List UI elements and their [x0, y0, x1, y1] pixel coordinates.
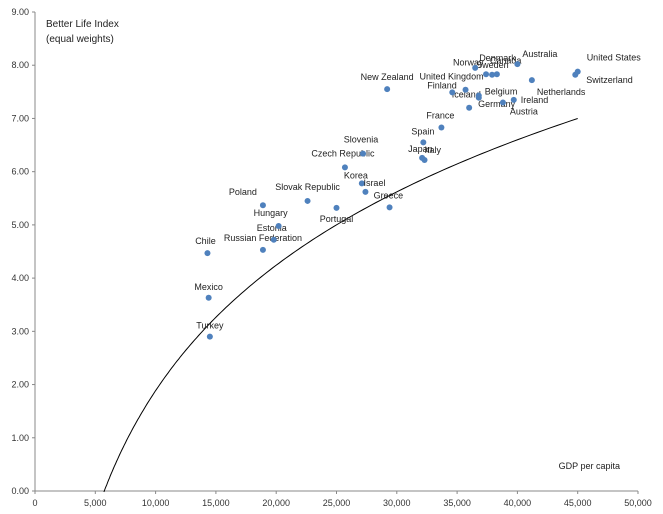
data-point — [386, 204, 393, 211]
trendline — [103, 118, 578, 493]
chart-subtitle: (equal weights) — [46, 34, 114, 45]
data-point — [421, 156, 428, 163]
point-label: Ireland — [521, 95, 549, 105]
point-label: Turkey — [196, 321, 224, 331]
point-label: Israel — [363, 178, 385, 188]
point-label: Netherlands — [537, 87, 586, 97]
point-label: Greece — [374, 190, 404, 200]
point-label: Russian Federation — [224, 233, 302, 243]
data-point — [438, 124, 445, 131]
x-tick-label: 10,000 — [142, 498, 170, 508]
point-label: Germany — [478, 99, 516, 109]
data-point — [472, 64, 479, 71]
data-point — [304, 197, 311, 204]
data-point — [270, 236, 277, 243]
point-label: New Zealand — [361, 72, 414, 82]
point-label: Hungary — [254, 208, 289, 218]
data-point — [360, 150, 367, 157]
data-point — [466, 104, 473, 111]
data-point — [449, 89, 456, 96]
point-label: Norway — [453, 57, 484, 67]
point-label: Sweden — [476, 60, 509, 70]
point-label: Estonia — [257, 223, 287, 233]
data-point — [275, 222, 282, 229]
point-label: Austria — [510, 106, 538, 116]
x-tick-label: 40,000 — [504, 498, 532, 508]
point-label: Belgium — [485, 87, 518, 97]
data-point — [384, 86, 391, 93]
data-point — [362, 188, 369, 195]
point-label: Slovak Republic — [275, 182, 340, 192]
point-label: Iceland — [452, 90, 481, 100]
x-tick-label: 20,000 — [262, 498, 290, 508]
y-tick-label: 8.00 — [11, 60, 29, 70]
data-point — [528, 77, 535, 84]
y-tick-label: 2.00 — [11, 380, 29, 390]
data-point — [206, 333, 213, 340]
y-tick-label: 3.00 — [11, 326, 29, 336]
y-tick-label: 4.00 — [11, 273, 29, 283]
point-label: Portugal — [320, 214, 354, 224]
data-point — [475, 92, 482, 99]
y-tick-label: 9.00 — [11, 7, 29, 17]
axes: 0.00 1.00 2.00 3.00 4.00 5.00 6.00 7.00 8.00 9.00… — [11, 7, 651, 508]
x-tick-label: 45,000 — [564, 498, 592, 508]
data-point — [420, 139, 427, 146]
data-point — [204, 250, 211, 257]
point-label: Canada — [490, 55, 522, 65]
point-label: Finland — [427, 80, 457, 90]
data-point — [493, 71, 500, 78]
x-tick-label: 25,000 — [323, 498, 351, 508]
data-point — [358, 180, 365, 187]
data-point — [205, 294, 212, 301]
point-label: Denmark — [479, 53, 516, 63]
point-label: United Kingdom — [420, 72, 484, 82]
y-tick-label: 6.00 — [11, 167, 29, 177]
point-label: United States — [587, 53, 642, 63]
point-label: Australia — [522, 49, 557, 59]
point-label: Czech Republic — [311, 148, 375, 158]
data-point — [483, 71, 490, 78]
point-label: Japan — [408, 144, 433, 154]
point-label: Spain — [411, 126, 434, 136]
data-point — [572, 71, 579, 78]
y-tick-label: 7.00 — [11, 113, 29, 123]
point-label: Switzerland — [586, 75, 633, 85]
point-label: Italy — [425, 145, 442, 155]
data-point — [514, 61, 521, 68]
data-point — [341, 164, 348, 171]
x-tick-label: 30,000 — [383, 498, 411, 508]
data-point — [259, 202, 266, 209]
x-tick-label: 50,000 — [624, 498, 652, 508]
y-tick-label: 0.00 — [11, 486, 29, 496]
x-tick-label: 15,000 — [202, 498, 230, 508]
point-label: Mexico — [194, 282, 223, 292]
chart-title: Better Life Index — [46, 19, 119, 30]
point-label: Chile — [195, 236, 216, 246]
x-axis-label: GDP per capita — [559, 461, 620, 471]
point-label: Poland — [229, 187, 257, 197]
data-point — [462, 86, 469, 93]
y-tick-label: 1.00 — [11, 433, 29, 443]
x-tick-label: 35,000 — [443, 498, 471, 508]
data-point — [499, 99, 506, 106]
data-point — [489, 71, 496, 78]
point-label: France — [426, 110, 454, 120]
y-tick-label: 5.00 — [11, 220, 29, 230]
point-label: Slovenia — [344, 135, 379, 145]
x-tick-label: 5,000 — [84, 498, 107, 508]
x-tick-label: 0 — [32, 498, 37, 508]
point-label: Korea — [344, 170, 368, 180]
data-point — [333, 204, 340, 211]
data-point — [259, 246, 266, 253]
data-points: Turkey Mexico Chile Russian FederationEston… — [194, 49, 642, 340]
data-point — [510, 96, 517, 103]
